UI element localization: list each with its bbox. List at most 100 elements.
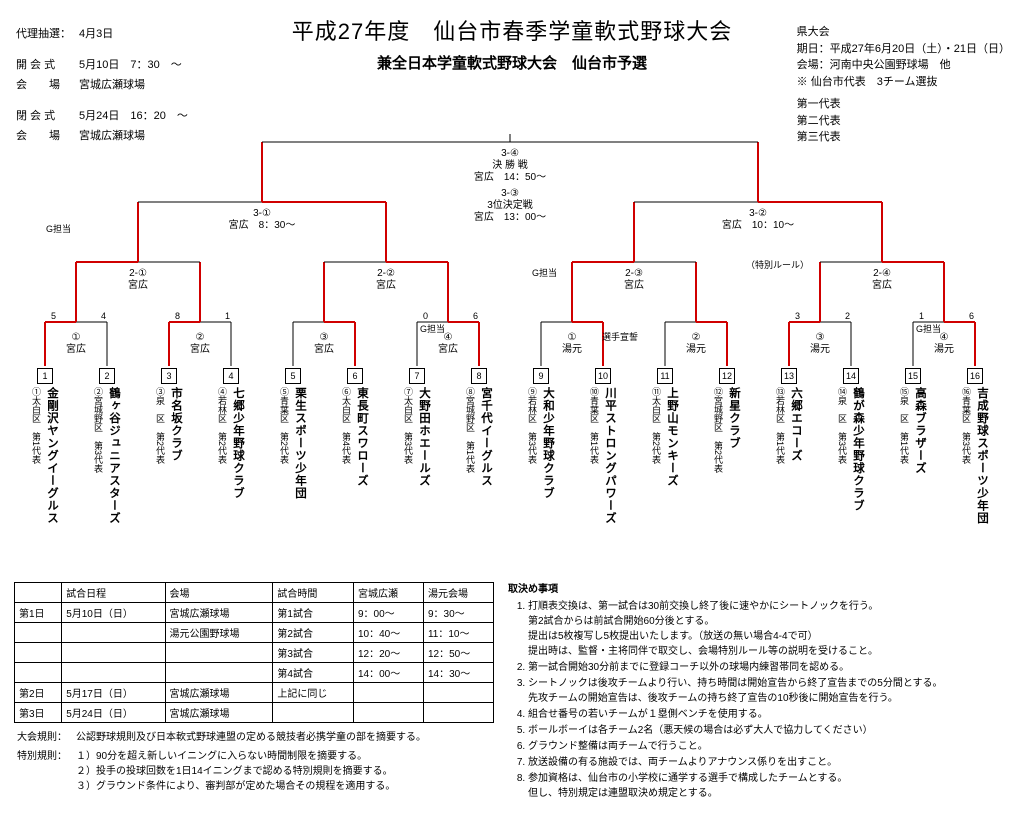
svg-text:4: 4 — [101, 311, 106, 321]
team-name: 大和少年野球クラブ — [540, 387, 556, 587]
team: 3 ③泉 区 第2代表 市名坂クラブ — [138, 368, 200, 587]
close-label: 閉 会 式 — [16, 108, 77, 127]
team: 9 ⑨若林区 第3代表 大和少年野球クラブ — [510, 368, 572, 587]
rules-right-list: 打順表交換は、第一試合は30前交換し終了後に速やかにシートノックを行う。第2試合… — [508, 599, 1010, 801]
team-name: 高森ブラザーズ — [912, 387, 928, 587]
team-name: 栗生スポーツ少年団 — [292, 387, 308, 587]
team-num: 1 — [37, 368, 53, 384]
rules-left: 大会規則： 公認野球規則及び日本軟式野球連盟の定める競技者必携学童の部を摘要する… — [14, 727, 434, 797]
team-name: 鶴が森少年野球クラブ — [850, 387, 866, 587]
svg-text:宮広: 宮広 — [314, 342, 334, 355]
rule-left-item: ３）グラウンド条件により、審判部が定めた場合その規程を適用する。 — [76, 779, 426, 794]
team-num: 2 — [99, 368, 115, 384]
svg-text:宮広: 宮広 — [872, 278, 892, 291]
svg-text:G担当: G担当 — [420, 323, 445, 334]
svg-text:宮広: 宮広 — [376, 278, 396, 291]
svg-text:②: ② — [692, 332, 701, 343]
svg-text:宮広 14：50～: 宮広 14：50～ — [474, 170, 546, 183]
rep-1: 第一代表 — [797, 96, 1010, 113]
team: 6 ⑥太白区 第4代表 東長町スワローズ — [324, 368, 386, 587]
team-dist: ⑩青葉区 第1代表 — [588, 387, 601, 497]
pref-hd: 県大会 — [797, 24, 1010, 41]
team-name: 金剛沢ヤングイーグルス — [44, 387, 60, 587]
team-name: 川平ストロングパワーズ — [602, 387, 618, 587]
rules-b-items: １）90分を超え新しいイニングに入らない時間制限を摘要する。２）投手の投球回数を… — [75, 748, 432, 795]
open-label: 開 会 式 — [16, 57, 77, 76]
rule-right-item: グラウンド整備は両チームで行うこと。 — [528, 739, 1010, 754]
team-name: 吉成野球スポーツ少年団 — [974, 387, 990, 587]
team-num: 15 — [905, 368, 921, 384]
svg-text:宮広: 宮広 — [624, 278, 644, 291]
team-num: 3 — [161, 368, 177, 384]
svg-text:8: 8 — [175, 311, 180, 321]
svg-text:湯元: 湯元 — [562, 342, 582, 355]
team-num: 10 — [595, 368, 611, 384]
team-row: 1 ①太白区 第1代表 金剛沢ヤングイーグルス 2 ②宮城野区 第3代表 鶴ヶ谷… — [14, 368, 1010, 587]
svg-text:G担当: G担当 — [916, 323, 941, 334]
team-dist: ⑥太白区 第4代表 — [340, 387, 353, 497]
svg-text:3-②: 3-② — [749, 208, 767, 219]
svg-text:選手宣誓: 選手宣誓 — [602, 331, 638, 342]
svg-text:G担当: G担当 — [46, 223, 71, 234]
svg-text:湯元: 湯元 — [810, 342, 830, 355]
team-dist: ⑦太白区 第3代表 — [402, 387, 415, 497]
rules-a-text: 公認野球規則及び日本軟式野球連盟の定める競技者必携学童の部を摘要する。 — [75, 729, 432, 746]
svg-text:3-①: 3-① — [253, 208, 271, 219]
svg-text:2-④: 2-④ — [873, 268, 891, 279]
team-dist: ⑯青葉区 第3代表 — [960, 387, 973, 497]
team-num: 4 — [223, 368, 239, 384]
team: 15 ⑮泉 区 第1代表 高森ブラザーズ — [882, 368, 944, 587]
team-dist: ④若林区 第2代表 — [216, 387, 229, 497]
svg-text:③: ③ — [320, 332, 329, 343]
svg-text:宮広 8：30～: 宮広 8：30～ — [229, 218, 296, 231]
team-num: 9 — [533, 368, 549, 384]
header: 代理抽選： 4月3日 開 会 式 5月10日 7：30 ～ 会 場 宮城広瀬球場… — [14, 12, 1010, 132]
pref-l1: 期日：平成27年6月20日（土）・21日（日） — [797, 41, 1010, 58]
team-dist: ⑨若林区 第3代表 — [526, 387, 539, 497]
rep-2: 第二代表 — [797, 113, 1010, 130]
svg-text:1: 1 — [919, 311, 924, 321]
svg-text:宮広: 宮広 — [128, 278, 148, 291]
rules-right: 取決め事項 打順表交換は、第一試合は30前交換し終了後に速やかにシートノックを行… — [508, 582, 1010, 802]
team: 10 ⑩青葉区 第1代表 川平ストロングパワーズ — [572, 368, 634, 587]
team-name: 宮千代イーグルス — [478, 387, 494, 587]
svg-text:1: 1 — [225, 311, 230, 321]
rule-right-item: 第一試合開始30分前までに登録コーチ以外の球場内練習帯同を認める。 — [528, 660, 1010, 675]
team-dist: ⑮泉 区 第1代表 — [898, 387, 911, 497]
team-name: 六郷エコーズ — [788, 387, 804, 587]
team-name: 新星クラブ — [726, 387, 742, 587]
team-dist: ③泉 区 第2代表 — [154, 387, 167, 497]
team-name: 市名坂クラブ — [168, 387, 184, 587]
svg-text:宮広 10：10～: 宮広 10：10～ — [722, 218, 794, 231]
team-dist: ②宮城野区 第3代表 — [92, 387, 105, 497]
left-info-block: 代理抽選： 4月3日 開 会 式 5月10日 7：30 ～ 会 場 宮城広瀬球場… — [14, 24, 196, 149]
rules-a-label: 大会規則： — [16, 729, 73, 746]
svg-text:3-④: 3-④ — [501, 148, 519, 159]
rule-left-item: １）90分を超え新しいイニングに入らない時間制限を摘要する。 — [76, 749, 426, 764]
pref-l2: 会場：河南中央公園野球場 他 — [797, 57, 1010, 74]
team: 8 ⑧宮城野区 第1代表 宮千代イーグルス — [448, 368, 510, 587]
team-num: 16 — [967, 368, 983, 384]
team-name: 東長町スワローズ — [354, 387, 370, 587]
team-dist: ⑧宮城野区 第1代表 — [464, 387, 477, 497]
team-num: 11 — [657, 368, 673, 384]
team-dist: ⑭泉 区 第3代表 — [836, 387, 849, 497]
team-dist: ⑤青葉区 第2代表 — [278, 387, 291, 497]
team-num: 6 — [347, 368, 363, 384]
team-num: 7 — [409, 368, 425, 384]
svg-text:（特別ルール）: （特別ルール） — [746, 259, 809, 270]
team: 16 ⑯青葉区 第3代表 吉成野球スポーツ少年団 — [944, 368, 1006, 587]
pref-l3: ※ 仙台市代表 3チーム選抜 — [797, 74, 1010, 91]
svg-text:3位決定戦: 3位決定戦 — [487, 198, 533, 211]
bracket-lines: 54①宮広81②宮広③宮広06④宮広G担当①湯元②湯元32③湯元16④湯元G担当… — [14, 132, 1010, 368]
team: 4 ④若林区 第2代表 七郷少年野球クラブ — [200, 368, 262, 587]
svg-text:湯元: 湯元 — [686, 342, 706, 355]
svg-text:3: 3 — [795, 311, 800, 321]
svg-text:3-③: 3-③ — [501, 188, 519, 199]
svg-text:6: 6 — [969, 311, 974, 321]
team: 7 ⑦太白区 第3代表 大野田ホエールズ — [386, 368, 448, 587]
venue-val: 宮城広瀬球場 — [79, 77, 194, 96]
team: 1 ①太白区 第1代表 金剛沢ヤングイーグルス — [14, 368, 76, 587]
team-dist: ⑫宮城野区 第2代表 — [712, 387, 725, 497]
svg-text:①: ① — [72, 332, 81, 343]
